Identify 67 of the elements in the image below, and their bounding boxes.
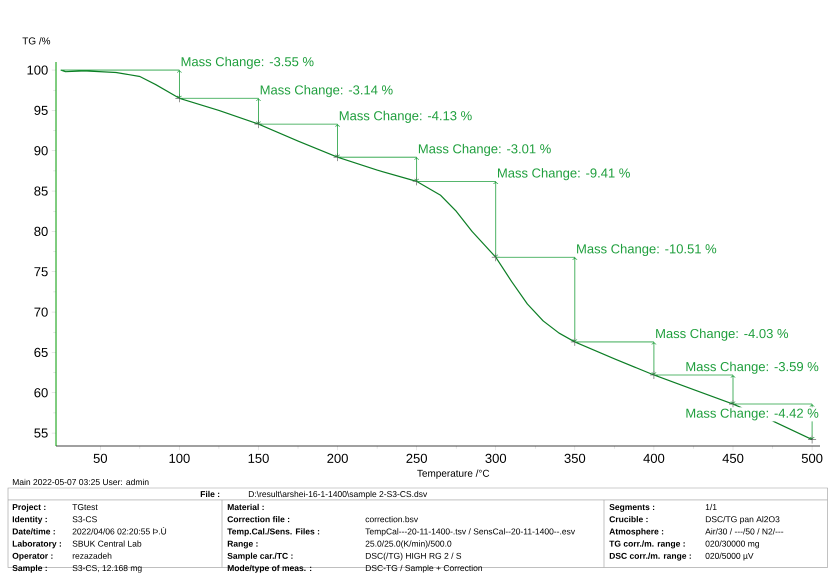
x-tick-label: 100 bbox=[170, 454, 190, 464]
y-tick-label: 65 bbox=[34, 348, 48, 358]
annotation: Mass Change: -3.59 % bbox=[686, 362, 818, 374]
text: SBUK Central Lab bbox=[72, 540, 142, 547]
annotation: Mass Change: -4.42 % bbox=[686, 408, 818, 420]
annotation: Mass Change: -4.13 % bbox=[340, 110, 472, 124]
x-tick-label: 250 bbox=[406, 454, 427, 464]
text: Identity : bbox=[12, 516, 47, 524]
x-tick-label: 500 bbox=[802, 454, 822, 464]
y-axis-title: TG /% bbox=[22, 37, 50, 45]
x-axis-title: Temperature /°C bbox=[417, 470, 490, 479]
text: 25.0/25.0(K/min)/500.0 bbox=[366, 540, 452, 548]
y-tick-label: 55 bbox=[34, 428, 48, 438]
text: 1/1 bbox=[706, 504, 717, 510]
annotation: Mass Change: -9.41 % bbox=[498, 168, 630, 180]
text: Sample car./TC : bbox=[227, 552, 293, 561]
text: DSC(/TG) HIGH RG 2 / S bbox=[366, 552, 462, 561]
y-tick-label: 70 bbox=[34, 308, 48, 317]
text: DSC corr./m. range : bbox=[610, 552, 691, 561]
text: Air/30 / ---/50 / N2/--- bbox=[705, 528, 784, 535]
text: Atmosphere : bbox=[609, 528, 664, 536]
text: TG corr./m. range : bbox=[609, 540, 685, 549]
text: Range : bbox=[228, 540, 258, 549]
y-tick-label: 75 bbox=[34, 267, 48, 276]
text: 020/5000 µV bbox=[706, 552, 754, 561]
annotation: Mass Change: -3.14 % bbox=[260, 85, 393, 98]
text: Project : bbox=[12, 504, 46, 512]
x-tick-label: 400 bbox=[643, 454, 664, 464]
text: Main 2022-05-07 03:25 User: admin bbox=[12, 478, 148, 486]
y-tick-label: 85 bbox=[34, 186, 48, 196]
y-tick-label: 90 bbox=[34, 146, 48, 156]
y-tick-label: 100 bbox=[28, 66, 48, 75]
x-tick-label: 300 bbox=[485, 454, 506, 464]
text: 2022/04/06 02:20:55 Þ.Ù bbox=[72, 527, 166, 535]
text: Segments : bbox=[609, 504, 654, 512]
x-tick-label: 350 bbox=[564, 454, 586, 464]
annotation: Mass Change: -3.55 % bbox=[182, 56, 314, 69]
x-tick-label: 200 bbox=[327, 454, 348, 464]
text: D:\result\arshei-16-1-1400\sample 2-S3-CS.dsv bbox=[248, 490, 428, 499]
text: Mode/type of meas. : bbox=[228, 564, 312, 573]
text: correction.bsv bbox=[366, 516, 418, 522]
text: DSC/TG pan Al2O3 bbox=[706, 516, 780, 524]
text: Correction file : bbox=[228, 516, 290, 522]
text: TempCal---20-11-1400-.tsv / SensCal--20-11-1400--.esv bbox=[365, 528, 576, 536]
y-tick-label: 80 bbox=[34, 226, 48, 236]
text: 020/30000 mg bbox=[706, 540, 759, 548]
y-tick-label: 95 bbox=[34, 106, 48, 116]
text: File : bbox=[200, 490, 220, 498]
x-tick-label: 450 bbox=[722, 454, 744, 464]
text: Material : bbox=[228, 504, 264, 510]
text: Temp.Cal./Sens. Files : bbox=[227, 528, 320, 536]
annotation: Mass Change: -10.51 % bbox=[577, 244, 716, 256]
text: rezazadeh bbox=[72, 552, 112, 559]
text: Sample : bbox=[12, 564, 47, 573]
x-tick-label: 150 bbox=[248, 454, 269, 464]
annotation: Mass Change: -3.01 % bbox=[418, 144, 551, 156]
y-tick-label: 60 bbox=[34, 388, 48, 398]
text: S3-CS bbox=[72, 516, 97, 522]
text: Crucible : bbox=[610, 516, 648, 522]
text: Operator : bbox=[12, 552, 52, 561]
text: S3-CS, 12.168 mg bbox=[72, 565, 142, 573]
text: DSC-TG / Sample + Correction bbox=[366, 564, 482, 573]
text: TGtest bbox=[72, 504, 98, 510]
text: Date/time : bbox=[12, 528, 55, 535]
text: Laboratory : bbox=[12, 540, 61, 548]
x-tick-label: 50 bbox=[94, 454, 108, 464]
annotation: Mass Change: -4.03 % bbox=[656, 328, 788, 341]
